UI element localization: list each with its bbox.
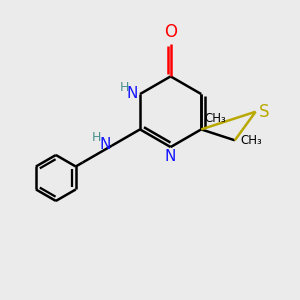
Text: N: N [126, 86, 138, 101]
Text: N: N [165, 149, 176, 164]
Text: CH₃: CH₃ [205, 112, 226, 125]
Text: H: H [120, 81, 129, 94]
Text: N: N [99, 136, 110, 152]
Text: O: O [164, 23, 177, 41]
Text: S: S [259, 103, 270, 121]
Text: H: H [92, 131, 101, 144]
Text: CH₃: CH₃ [240, 134, 262, 147]
